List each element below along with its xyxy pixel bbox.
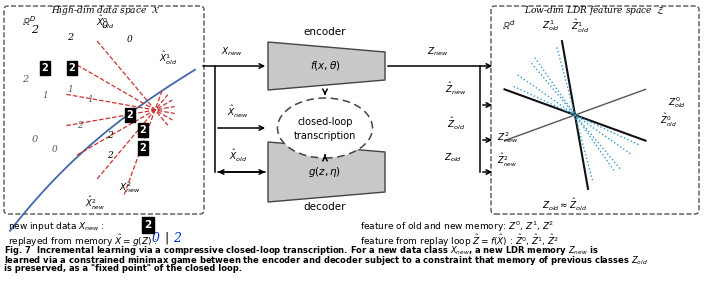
Text: $\hat{X}^1_{old}$: $\hat{X}^1_{old}$ bbox=[159, 50, 177, 67]
Text: $Z_{new}$: $Z_{new}$ bbox=[427, 46, 448, 58]
Text: learned via a constrained minimax game between the encoder and decoder subject t: learned via a constrained minimax game b… bbox=[4, 254, 648, 267]
Text: $Z^2_{new}$: $Z^2_{new}$ bbox=[497, 130, 518, 145]
Text: 2: 2 bbox=[139, 125, 146, 135]
FancyBboxPatch shape bbox=[491, 6, 699, 214]
Text: 2: 2 bbox=[107, 150, 113, 160]
Text: closed-loop: closed-loop bbox=[297, 117, 353, 127]
Text: 2: 2 bbox=[77, 121, 83, 129]
FancyBboxPatch shape bbox=[4, 6, 204, 214]
Text: $X_{new}$: $X_{new}$ bbox=[221, 46, 243, 58]
Text: $g(z, \eta)$: $g(z, \eta)$ bbox=[308, 165, 341, 179]
Text: $\hat{X}^2_{new}$: $\hat{X}^2_{new}$ bbox=[85, 195, 105, 212]
Text: $Z_{old}$: $Z_{old}$ bbox=[444, 152, 462, 164]
Text: $X^2_{new}$: $X^2_{new}$ bbox=[119, 180, 141, 195]
Text: feature of old and new memory: $Z^0$, $Z^1$, $Z^2$: feature of old and new memory: $Z^0$, $Z… bbox=[360, 220, 554, 234]
Text: $f(x, \theta)$: $f(x, \theta)$ bbox=[310, 60, 340, 72]
Polygon shape bbox=[268, 42, 385, 90]
Text: 0: 0 bbox=[102, 21, 108, 30]
Text: $Z^0_{old}$: $Z^0_{old}$ bbox=[668, 95, 686, 110]
Text: $\hat{X}_{new}$: $\hat{X}_{new}$ bbox=[227, 104, 249, 120]
Text: 2: 2 bbox=[32, 25, 39, 35]
Text: $Z^1_{old}$: $Z^1_{old}$ bbox=[542, 18, 560, 33]
Text: transcription: transcription bbox=[294, 131, 356, 141]
Text: $\hat{Z}_{new}$: $\hat{Z}_{new}$ bbox=[445, 81, 467, 97]
Ellipse shape bbox=[277, 98, 372, 158]
Text: 2: 2 bbox=[139, 143, 146, 153]
Text: 1: 1 bbox=[67, 86, 73, 95]
Text: 2: 2 bbox=[42, 63, 49, 73]
Text: $Z_{old} \approx \hat{Z}_{old}$: $Z_{old} \approx \hat{Z}_{old}$ bbox=[542, 197, 588, 213]
Text: 2: 2 bbox=[107, 131, 113, 139]
Text: 2: 2 bbox=[173, 232, 181, 245]
Text: new input data $X_{new}$ :: new input data $X_{new}$ : bbox=[8, 220, 105, 233]
Text: $\hat{X}^0_{old}$: $\hat{X}^0_{old}$ bbox=[96, 14, 114, 31]
Text: 2: 2 bbox=[144, 220, 151, 230]
Text: $\hat{Z}^1_{old}$: $\hat{Z}^1_{old}$ bbox=[571, 18, 589, 35]
Text: 0: 0 bbox=[152, 232, 160, 245]
Text: decoder: decoder bbox=[303, 202, 346, 212]
Text: 0: 0 bbox=[32, 135, 38, 144]
Text: 1: 1 bbox=[87, 95, 93, 105]
Text: 2: 2 bbox=[22, 76, 28, 84]
Text: 2: 2 bbox=[127, 110, 133, 120]
Text: |: | bbox=[165, 232, 169, 245]
Text: replayed from memory $\hat{X} = g(Z)$ :: replayed from memory $\hat{X} = g(Z)$ : bbox=[8, 232, 158, 249]
Text: $\mathbb{R}^d$: $\mathbb{R}^d$ bbox=[502, 18, 515, 32]
Text: $\mathbb{R}^D$: $\mathbb{R}^D$ bbox=[22, 14, 36, 28]
Text: $\hat{Z}_{old}$: $\hat{Z}_{old}$ bbox=[447, 116, 465, 132]
Text: 0: 0 bbox=[127, 36, 133, 44]
Text: High-dim data space  $\mathcal{X}$: High-dim data space $\mathcal{X}$ bbox=[51, 4, 160, 17]
Text: Low-dim LDR feature space  $\mathcal{Z}$: Low-dim LDR feature space $\mathcal{Z}$ bbox=[524, 4, 666, 17]
Text: is preserved, as a "fixed point" of the closed loop.: is preserved, as a "fixed point" of the … bbox=[4, 264, 242, 273]
Text: 2: 2 bbox=[67, 34, 73, 42]
Text: encoder: encoder bbox=[303, 27, 346, 37]
Text: $\hat{Z}^2_{new}$: $\hat{Z}^2_{new}$ bbox=[497, 152, 517, 169]
Text: 2: 2 bbox=[68, 63, 75, 73]
Text: 0: 0 bbox=[52, 146, 58, 154]
Text: feature from replay loop $\hat{Z} = f(\hat{X})$ : $\hat{Z}^0$, $\hat{Z}^1$, $\ha: feature from replay loop $\hat{Z} = f(\h… bbox=[360, 232, 559, 249]
Text: Fig. 7  Incremental learning via a compressive closed-loop transcription. For a : Fig. 7 Incremental learning via a compre… bbox=[4, 244, 598, 257]
Text: $\hat{Z}^0_{old}$: $\hat{Z}^0_{old}$ bbox=[660, 112, 677, 129]
Polygon shape bbox=[268, 142, 385, 202]
Text: $\hat{X}_{old}$: $\hat{X}_{old}$ bbox=[229, 148, 247, 164]
Text: 1: 1 bbox=[42, 91, 48, 99]
